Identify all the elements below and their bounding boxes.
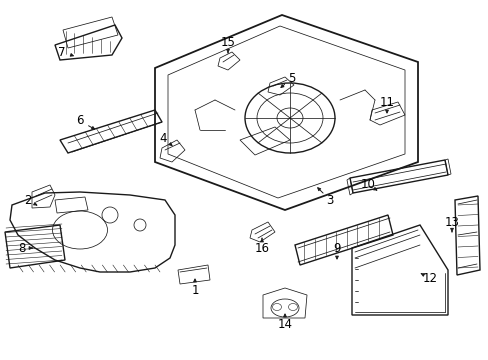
Text: 12: 12 <box>422 271 437 284</box>
Text: 6: 6 <box>76 114 83 127</box>
Text: 4: 4 <box>159 131 166 144</box>
Text: 14: 14 <box>277 319 292 332</box>
Text: 13: 13 <box>444 216 459 229</box>
Text: 5: 5 <box>288 72 295 85</box>
Text: 15: 15 <box>220 36 235 49</box>
Text: 3: 3 <box>325 194 333 207</box>
Text: 16: 16 <box>254 242 269 255</box>
Text: 2: 2 <box>24 194 32 207</box>
Text: 9: 9 <box>332 242 340 255</box>
Text: 1: 1 <box>191 284 198 297</box>
Text: 8: 8 <box>18 242 26 255</box>
Text: 7: 7 <box>58 45 65 58</box>
Text: 10: 10 <box>360 179 375 192</box>
Text: 11: 11 <box>379 95 394 108</box>
